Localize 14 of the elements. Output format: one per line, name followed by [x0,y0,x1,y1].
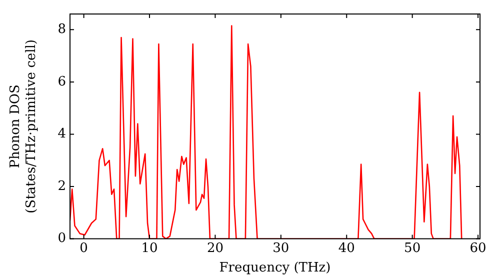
x-tick-label: 40 [338,240,355,256]
x-tick-label: 60 [470,240,486,256]
y-tick-label: 4 [58,126,66,142]
y-tick-label: 6 [58,74,66,90]
x-tick-label: 0 [80,240,88,256]
x-tick-label: 30 [272,240,290,256]
x-tick-label: 50 [404,240,421,256]
x-tick-label: 10 [141,240,158,256]
y-axis-title: Phonon DOS (States/THz·primitive cell) [8,39,39,214]
y-tick-label: 0 [58,231,66,246]
x-axis-title: Frequency (THz) [219,260,331,276]
x-tick-label: 20 [206,240,224,256]
y-tick-label: 2 [58,178,66,194]
y-tick-label: 8 [58,22,66,38]
